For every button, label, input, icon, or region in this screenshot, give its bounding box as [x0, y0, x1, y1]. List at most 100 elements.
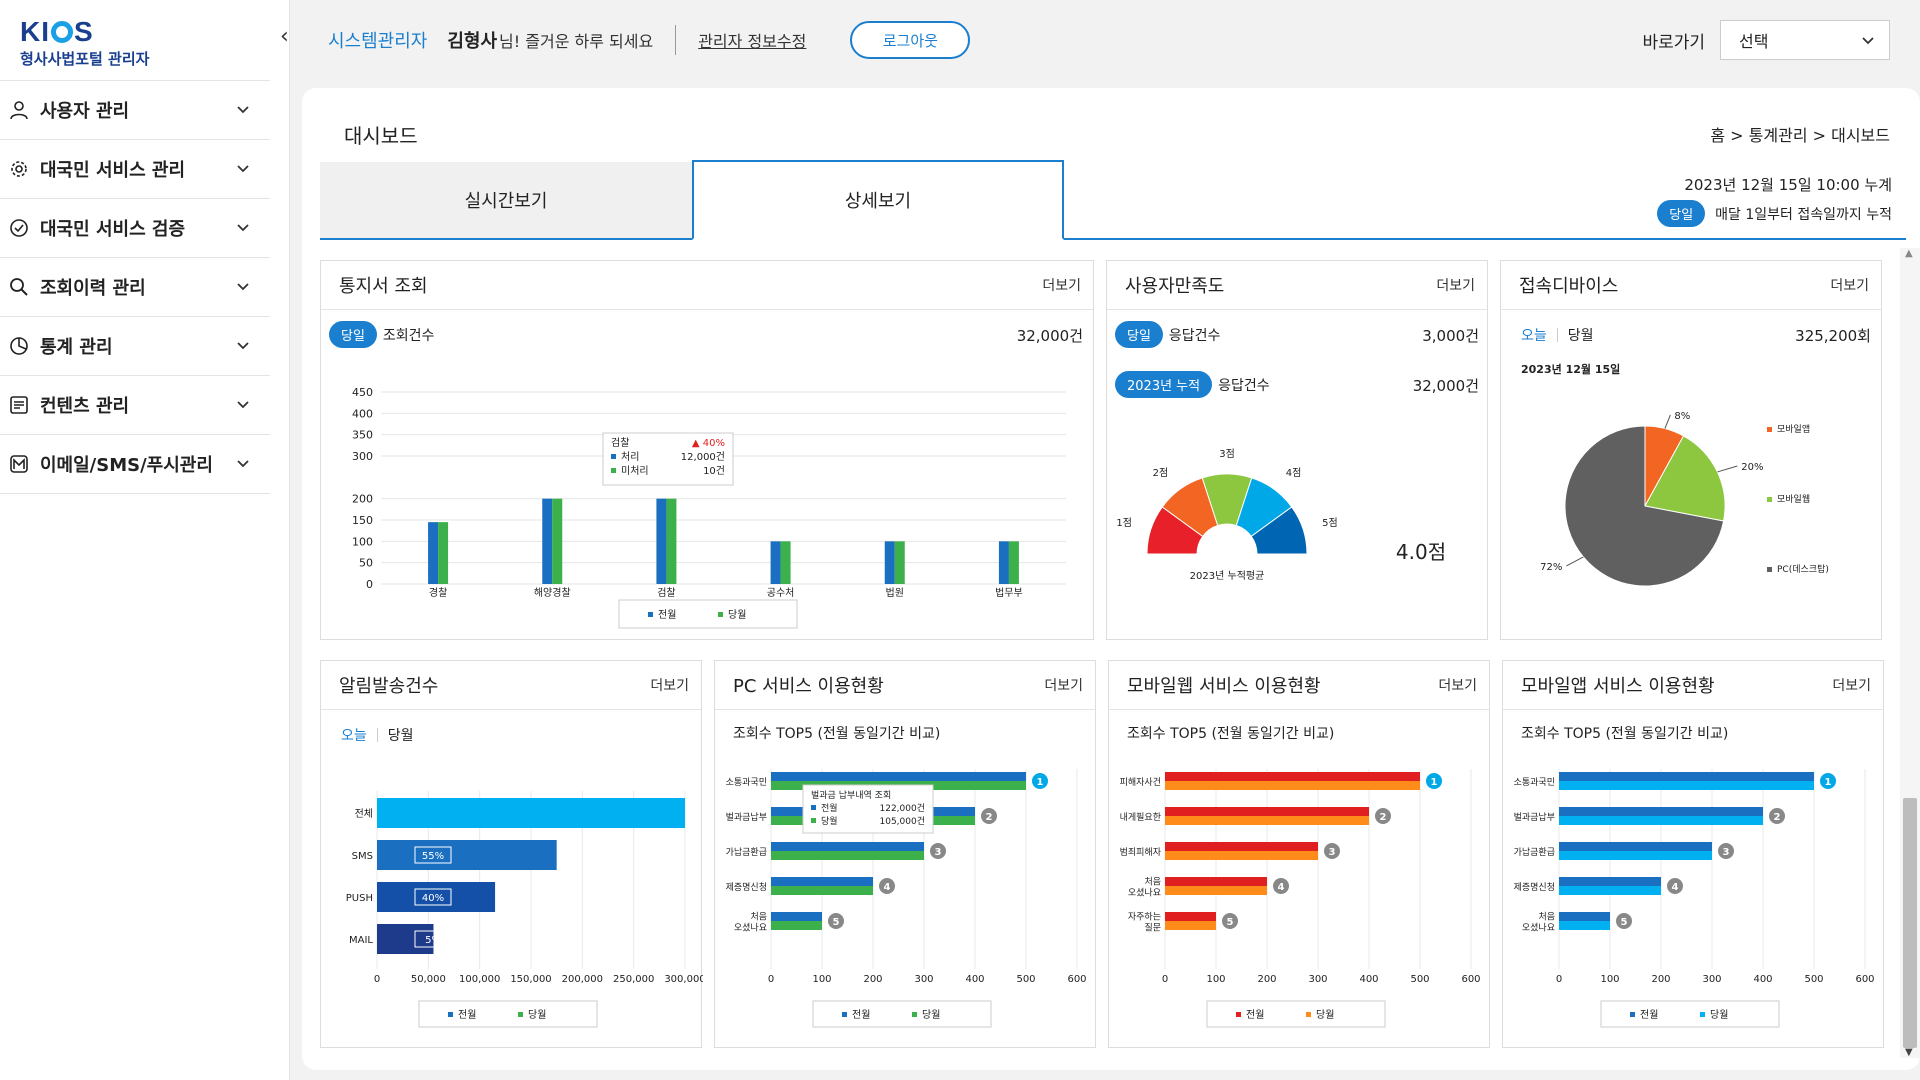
x-tick-label: 400: [1753, 974, 1772, 985]
search-icon: [10, 278, 28, 296]
mail-icon: [10, 455, 28, 473]
tab-realtime[interactable]: 실시간보기: [320, 162, 692, 238]
sidebar-item-2[interactable]: 대국민 서비스 검증: [0, 199, 270, 258]
bar-label-box: [414, 846, 452, 864]
logo[interactable]: KI S 형사사법포털 관리자: [20, 16, 149, 69]
timestamp: 2023년 12월 15일 10:00 누계: [1684, 176, 1892, 194]
sidebar-item-5[interactable]: 컨텐츠 관리: [0, 376, 270, 435]
rank-badge-label: 1: [1037, 777, 1044, 788]
card-pc-service: PC 서비스 이용현황 더보기 조회수 TOP5 (전월 동일기간 비교) 0 10…: [714, 660, 1096, 1048]
today-badge: 당일: [1115, 321, 1163, 348]
sidebar-item-4[interactable]: 통계 관리: [0, 317, 270, 376]
y-tick-label: 150: [352, 514, 373, 527]
y-tick-label: 처음: [750, 911, 767, 923]
bar: [1559, 816, 1763, 825]
y-tick-label: 전체: [355, 808, 373, 820]
gauge-label: 1점: [1116, 517, 1132, 529]
x-tick-label: 100,000: [459, 974, 500, 985]
sidebar-item-1[interactable]: 대국민 서비스 관리: [0, 140, 270, 199]
bar: [1165, 851, 1318, 860]
card-satisfaction: 사용자만족도 더보기 당일 응답건수 3,000건 2023년 누적 응답건수 32,…: [1106, 260, 1488, 640]
x-tick-label: 검찰: [657, 587, 675, 599]
gear-icon: [11, 161, 27, 177]
x-tick-label: 200: [1257, 974, 1276, 985]
more-link[interactable]: 더보기: [1436, 278, 1475, 294]
legend-box: [1206, 1000, 1386, 1028]
scroll-thumb[interactable]: [1903, 798, 1917, 1048]
rank-badge-label: 1: [1431, 777, 1438, 788]
tooltip-title: 검찰: [611, 437, 629, 449]
scroll-up-icon[interactable]: ▲: [1905, 248, 1913, 259]
y-tick-label: 가납금환급: [1514, 846, 1555, 858]
legend-label: 모바일앱: [1777, 423, 1810, 435]
scrollbar[interactable]: ▲ ▼: [1900, 248, 1920, 1058]
tab-month[interactable]: 당월: [1567, 328, 1594, 344]
bar-label-box: [414, 930, 452, 948]
legend-label: 모바일웹: [1777, 494, 1810, 505]
year-badge: 2023년 누적: [1115, 371, 1213, 398]
rank-badge-label: 5: [1227, 917, 1234, 928]
bar: [542, 498, 553, 584]
sidebar-item-label: 통계 관리: [40, 337, 113, 358]
y-tick-label: 질문: [1144, 922, 1161, 934]
card-title: 모바일앱 서비스 이용현황: [1521, 676, 1715, 697]
satisfaction-gauge-chart: 1점 2점 3점 4점 5점 2023년 누적평균 4.0점: [1116, 448, 1446, 582]
shortcut-select[interactable]: 선택: [1720, 20, 1890, 60]
tab-detail[interactable]: 상세보기: [692, 160, 1064, 240]
more-link[interactable]: 더보기: [1438, 678, 1477, 694]
legend-label: 당월: [728, 609, 746, 621]
sidebar-item-label: 컨텐츠 관리: [40, 396, 130, 417]
sidebar-item-6[interactable]: 이메일/SMS/푸시관리: [0, 435, 270, 494]
sidebar-item-3[interactable]: 조회이력 관리: [0, 258, 270, 317]
bar-value-label: 55%: [422, 851, 444, 862]
x-tick-label: 200: [863, 974, 882, 985]
sidebar-collapse-icon[interactable]: ‹: [280, 24, 289, 49]
more-link[interactable]: 더보기: [1832, 678, 1871, 694]
rank-badge-label: 2: [1380, 812, 1387, 823]
legend-swatch: [842, 1012, 847, 1017]
tooltip-swatch: [611, 468, 616, 473]
mobile-web-bar-chart: 0 100 200 300 400 500 600 피해자사건 1 내게필요한 2 범죄피해자 3 처음오…: [1120, 769, 1481, 1028]
x-tick-label: 200,000: [562, 974, 603, 985]
tab-today[interactable]: 오늘: [1521, 328, 1547, 344]
tooltip-row-label: 처리: [621, 451, 639, 463]
tooltip-row-label: 당월: [821, 815, 838, 827]
count-label: 조회건수: [382, 327, 435, 344]
y-tick-label: 제증명신청: [726, 882, 767, 893]
rank-badge: [1769, 808, 1785, 824]
bar: [1165, 807, 1369, 816]
logo-ring-icon: [51, 21, 73, 43]
x-tick-label: 공수처: [767, 587, 795, 599]
more-link[interactable]: 더보기: [650, 678, 689, 694]
bar: [771, 886, 873, 895]
x-tick-label: 100: [1600, 974, 1619, 985]
tab-today[interactable]: 오늘: [341, 728, 367, 744]
x-tick-label: 0: [374, 974, 380, 985]
shortcut-label: 바로가기: [1642, 33, 1705, 53]
more-link[interactable]: 더보기: [1042, 278, 1081, 294]
bar: [1559, 886, 1661, 895]
legend-label: 전월: [852, 1009, 870, 1021]
pie-icon: [10, 337, 28, 355]
tooltip-row-value: 10건: [703, 465, 725, 477]
page-title: 대시보드: [344, 124, 418, 148]
pc-service-bar-chart: 0 100 200 300 400 500 600 소통과국민 1 벌과금납부 2 가납금환급 3 제증명…: [726, 769, 1087, 1028]
card-title: 모바일웹 서비스 이용현황: [1127, 676, 1321, 697]
rank-badge-label: 1: [1825, 777, 1832, 788]
sidebar-item-label: 대국민 서비스 관리: [40, 160, 186, 181]
scroll-down-icon[interactable]: ▼: [1905, 1047, 1913, 1058]
logout-button[interactable]: 로그아웃: [850, 21, 971, 59]
view-tabs: 실시간보기 상세보기: [320, 160, 1906, 240]
more-link[interactable]: 더보기: [1830, 278, 1869, 294]
stamp-note: 당일 매달 1일부터 접속일까지 누적: [1657, 200, 1892, 227]
more-link[interactable]: 더보기: [1044, 678, 1083, 694]
response-label: 응답건수: [1168, 327, 1221, 344]
tab-month[interactable]: 당월: [387, 728, 414, 744]
bar: [771, 772, 1026, 781]
count-value: 32,000건: [1016, 327, 1083, 345]
rank-badge: [930, 843, 946, 859]
sidebar-item-0[interactable]: 사용자 관리: [0, 81, 270, 140]
bar: [1165, 772, 1420, 781]
document-icon: [10, 396, 28, 414]
admin-info-edit-link[interactable]: 관리자 정보수정: [698, 32, 807, 51]
